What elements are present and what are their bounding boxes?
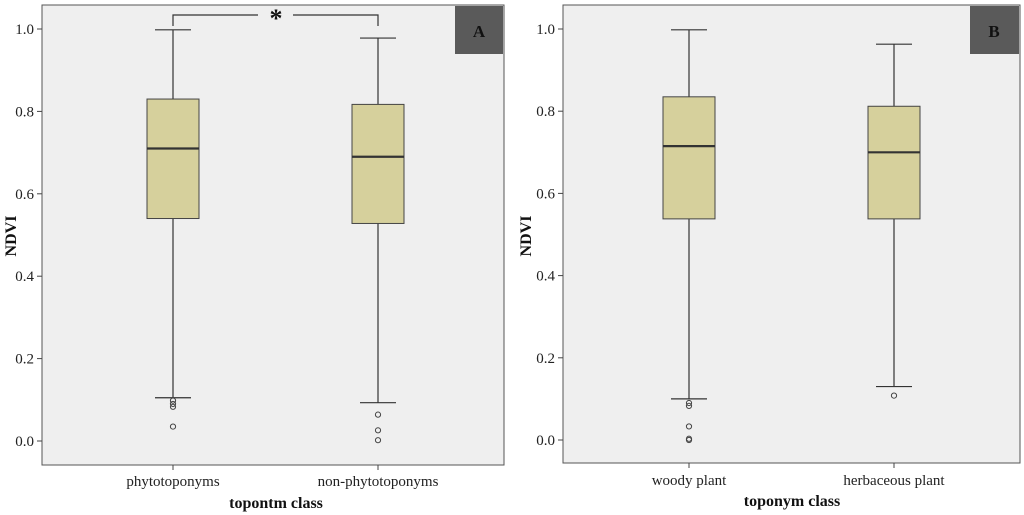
panel-label-badge: [970, 6, 1019, 54]
x-tick-label: herbaceous plant: [843, 473, 945, 489]
y-axis-ticks: 0.0 0.2 0.4 0.6 0.8 1.0 phytotoponyms non-phyto…: [15, 22, 438, 490]
x-axis-title: toponym class: [744, 493, 840, 510]
outlier-point: [685, 423, 693, 430]
panel-label: A: [473, 22, 486, 41]
y-tick-label: 1.0: [15, 22, 34, 38]
iqr-box: [146, 98, 200, 220]
outlier-point: [169, 400, 177, 408]
box-phytotoponyms: [146, 29, 200, 430]
y-tick-label: 0.0: [536, 433, 555, 449]
x-tick-label: woody plant: [652, 473, 727, 489]
y-axis-title: NDVI: [518, 216, 535, 257]
panel-label: B: [988, 22, 999, 41]
box-woody-plant: [662, 29, 716, 444]
x-tick-label: non-phytotoponyms: [318, 474, 439, 490]
iqr-box: [867, 105, 921, 220]
panel-b: 0.0 0.2 0.4 0.6 0.8 1.0 woody plant herbaceous …: [518, 4, 1021, 510]
plot-area: [562, 4, 1021, 464]
y-tick-label: 0.6: [15, 187, 34, 203]
y-tick-label: 0.4: [15, 269, 34, 285]
x-tick-label: phytotoponyms: [126, 474, 220, 490]
outlier-point: [169, 423, 177, 430]
y-axis-ticks: 0.0 0.2 0.4 0.6 0.8 1.0 woody plant herbaceous …: [536, 22, 945, 489]
significance-marker: *: [270, 4, 283, 33]
panel-a: 0.0 0.2 0.4 0.6 0.8 1.0 phytotoponyms non-phyto…: [3, 4, 505, 512]
x-axis-title: topontm class: [229, 495, 323, 512]
outlier-point: [685, 436, 693, 444]
box-non-phytotoponyms: [351, 37, 405, 444]
iqr-box: [662, 96, 716, 220]
y-tick-label: 0.2: [536, 351, 555, 367]
outlier-point: [685, 402, 693, 409]
y-tick-label: 0.6: [536, 186, 555, 202]
box-plots: [146, 29, 405, 444]
outlier-point: [374, 427, 382, 434]
y-axis-title: NDVI: [3, 216, 20, 257]
y-tick-label: 0.0: [15, 434, 34, 450]
outlier-point: [890, 392, 898, 399]
y-tick-label: 1.0: [536, 22, 555, 38]
outlier-point: [374, 437, 382, 444]
iqr-box: [351, 103, 405, 224]
outlier-point: [374, 411, 382, 418]
box-plots: [662, 29, 921, 444]
y-tick-label: 0.8: [536, 104, 555, 120]
panel-label-badge: [455, 6, 503, 54]
outlier-point: [685, 399, 693, 407]
y-tick-label: 0.2: [15, 352, 34, 368]
significance-bracket: *: [172, 4, 379, 33]
y-tick-label: 0.8: [15, 104, 34, 120]
outlier-point: [169, 397, 177, 404]
plot-area: [41, 4, 505, 466]
y-tick-label: 0.4: [536, 269, 555, 285]
outlier-point: [169, 403, 177, 410]
box-herbaceous-plant: [867, 43, 921, 399]
